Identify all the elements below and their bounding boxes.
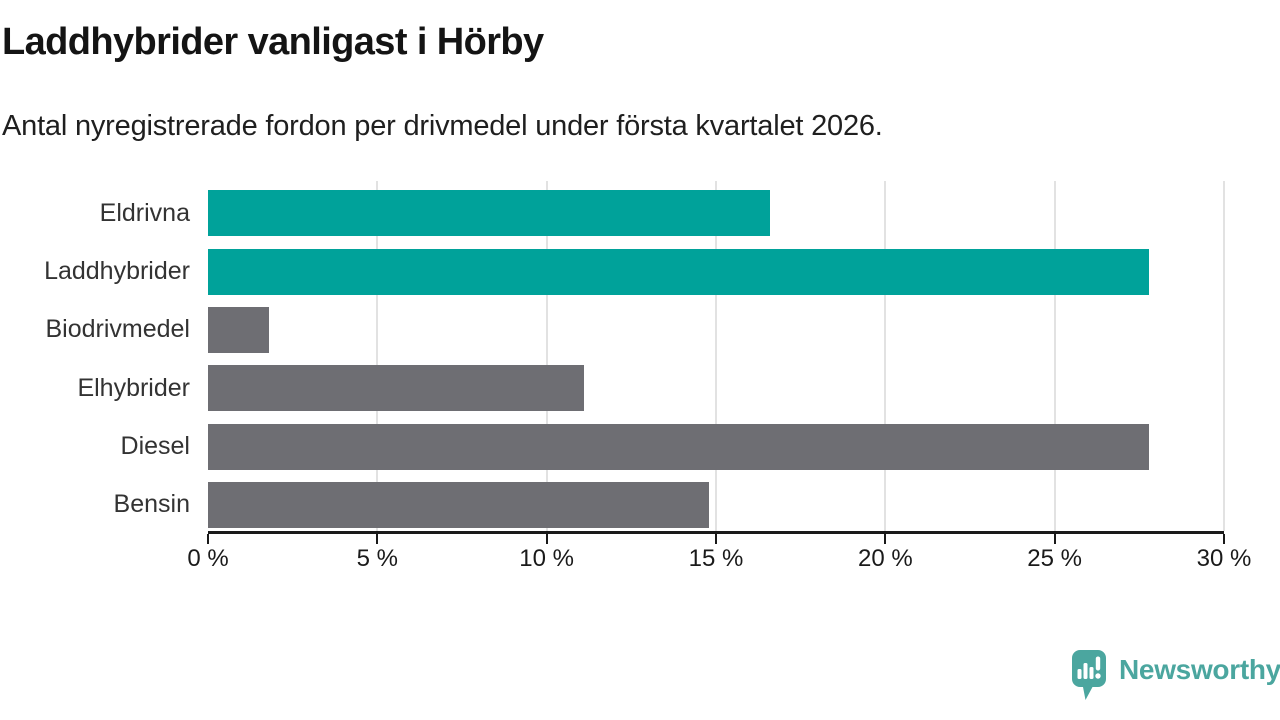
bar-bensin [208, 481, 710, 528]
tick-label-25: 25 % [1027, 545, 1083, 572]
category-label-laddhybrider: Laddhybrider [44, 257, 190, 285]
logo-bar-1 [1077, 669, 1082, 679]
gridline-10 [545, 181, 548, 531]
logo-bar-3 [1089, 667, 1094, 679]
gridline-20 [884, 181, 887, 531]
category-label-bensin: Bensin [113, 490, 190, 519]
newsworthy-logo: Newsworthy [1072, 650, 1280, 701]
bar-biodrivmedel [208, 306, 269, 353]
tick-label-0: 0 % [187, 545, 229, 572]
chart-title: Laddhybrider vanligast i Hörby [2, 21, 544, 63]
category-axis: Eldrivna Laddhybrider Biodrivmedel Elhybrid… [0, 181, 190, 531]
tick-mark-10 [545, 534, 548, 544]
tick-mark-5 [376, 534, 379, 544]
tick-label-20: 20 % [857, 545, 913, 572]
logo-bar-2 [1083, 663, 1088, 679]
gridline-30 [1223, 181, 1225, 531]
category-label-elhybrider: Elhybrider [77, 373, 190, 402]
category-label-eldrivna: Eldrivna [99, 198, 190, 227]
logo-exclamation-dot [1095, 673, 1101, 679]
plot-area [208, 181, 1225, 531]
tick-label-30: 30 % [1196, 545, 1252, 572]
tick-mark-15 [715, 534, 717, 544]
gridline-5 [376, 181, 379, 531]
category-label-diesel: Diesel [120, 432, 190, 460]
x-axis-line [208, 531, 1224, 534]
category-label-biodrivmedel: Biodrivmedel [45, 315, 190, 344]
tick-label-15: 15 % [688, 545, 744, 572]
gridline-15 [715, 181, 717, 531]
tick-mark-0 [207, 534, 209, 544]
bar-diesel [208, 423, 1150, 470]
tick-mark-25 [1053, 534, 1056, 544]
newsworthy-logo-text: Newsworthy [1119, 654, 1280, 685]
tick-mark-30 [1223, 534, 1225, 544]
bar-eldrivna [208, 190, 771, 237]
gridline-25 [1053, 181, 1056, 531]
logo-exclamation-bar [1095, 656, 1101, 671]
tick-label-10: 10 % [519, 545, 575, 572]
x-axis: 0 % 5 % 10 % 15 % 20 % 25 % 30 % [187, 531, 1251, 579]
newsworthy-logo-icon [1072, 650, 1106, 700]
chart-subtitle: Antal nyregistrerade fordon per drivmede… [2, 110, 883, 142]
bar-elhybrider [208, 365, 584, 412]
tick-mark-20 [884, 534, 887, 544]
bar-laddhybrider [208, 248, 1150, 295]
tick-label-5: 5 % [356, 545, 399, 572]
